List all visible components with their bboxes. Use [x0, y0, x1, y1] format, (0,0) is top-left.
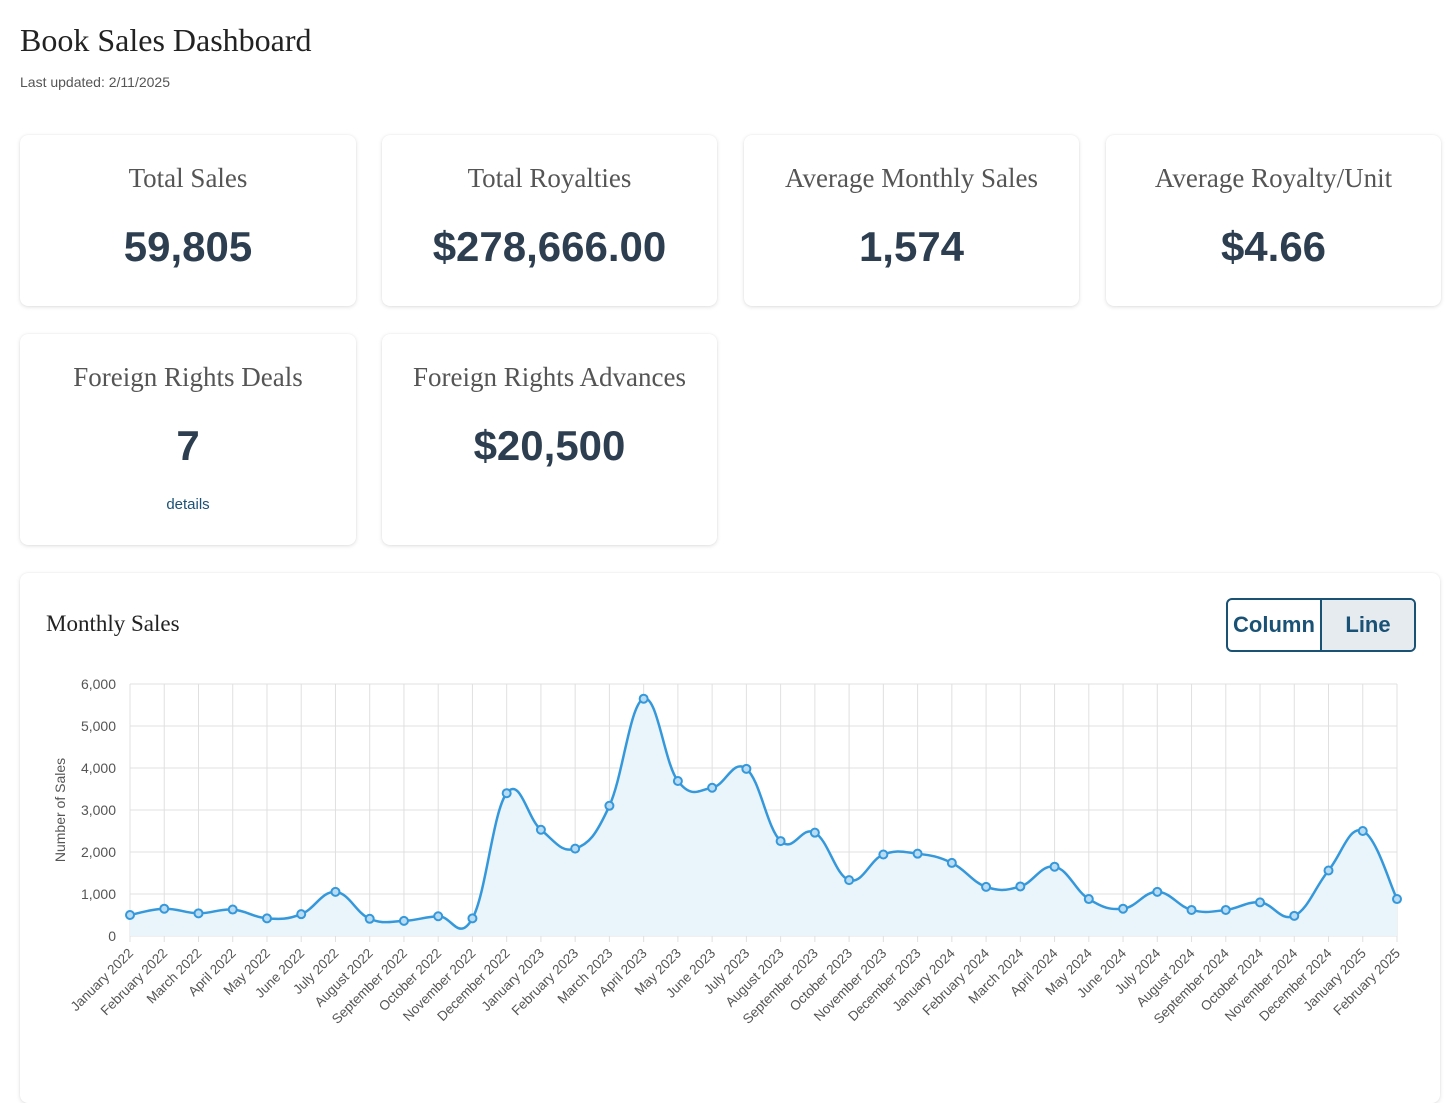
- line-button[interactable]: Line: [1322, 600, 1414, 650]
- y-tick-label: 4,000: [81, 760, 116, 776]
- card-foreign-rights-advances: Foreign Rights Advances $20,500: [382, 334, 717, 545]
- data-point: [1118, 903, 1129, 914]
- data-point: [672, 776, 683, 787]
- y-tick-label: 1,000: [81, 886, 116, 902]
- card-value: 7: [176, 422, 200, 469]
- card-total-royalties: Total Royalties $278,666.00: [382, 135, 717, 306]
- data-point: [946, 857, 957, 868]
- data-point: [878, 849, 889, 860]
- data-point: [296, 909, 307, 920]
- data-point: [193, 908, 204, 919]
- card-label: Total Sales: [128, 163, 248, 193]
- data-point: [501, 788, 512, 799]
- data-point: [707, 782, 718, 793]
- y-tick-label: 5,000: [81, 718, 116, 734]
- card-value: $4.66: [1220, 223, 1327, 270]
- data-point: [227, 904, 238, 915]
- data-point: [741, 763, 752, 774]
- card-value: $20,500: [473, 422, 626, 469]
- card-value: 1,574: [858, 223, 965, 270]
- y-tick-label: 6,000: [81, 676, 116, 692]
- card-value: 59,805: [123, 223, 253, 270]
- column-button[interactable]: Column: [1228, 600, 1322, 650]
- data-point: [1049, 861, 1060, 872]
- y-tick-label: 3,000: [81, 802, 116, 818]
- card-label: Foreign Rights Deals: [73, 362, 303, 392]
- data-point: [467, 913, 478, 924]
- page-title: Book Sales Dashboard: [20, 22, 312, 58]
- card-average-monthly-sales: Average Monthly Sales 1,574: [744, 135, 1079, 306]
- data-point: [1357, 826, 1368, 836]
- data-point: [604, 800, 615, 811]
- card-label: Total Royalties: [467, 163, 632, 193]
- card-label: Foreign Rights Advances: [413, 362, 686, 392]
- data-point: [159, 903, 170, 914]
- card-label: Average Monthly Sales: [785, 163, 1038, 193]
- chart-type-toggle: Column Line: [1226, 598, 1416, 652]
- data-point: [1255, 897, 1266, 908]
- data-point: [570, 843, 581, 854]
- data-point: [1083, 894, 1094, 905]
- data-point: [125, 910, 135, 920]
- data-point: [398, 915, 409, 926]
- data-point: [1186, 904, 1197, 915]
- y-axis-label: Number of Sales: [52, 758, 68, 862]
- monthly-sales-panel: Monthly Sales Column Line 0 1,000 2,000 3,0…: [20, 573, 1440, 1103]
- data-point: [433, 911, 444, 922]
- data-point: [1323, 865, 1334, 876]
- data-point: [1152, 886, 1163, 897]
- data-point: [809, 827, 820, 838]
- y-tick-label: 2,000: [81, 844, 116, 860]
- details-link[interactable]: details: [166, 496, 210, 513]
- card-foreign-rights-deals: Foreign Rights Deals 7 details: [20, 334, 356, 545]
- chart-title: Monthly Sales: [46, 611, 180, 636]
- data-point: [844, 875, 855, 886]
- data-point: [638, 693, 649, 704]
- data-point: [775, 836, 786, 847]
- last-updated: Last updated: 2/11/2025: [20, 74, 170, 90]
- data-point: [912, 848, 923, 859]
- card-value: $278,666.00: [432, 223, 667, 270]
- card-total-sales: Total Sales 59,805: [20, 135, 356, 306]
- data-point: [330, 886, 341, 897]
- y-tick-label: 0: [108, 928, 116, 944]
- data-point: [261, 913, 272, 924]
- data-point: [1392, 894, 1402, 905]
- data-point: [535, 824, 546, 835]
- data-point: [1015, 881, 1026, 892]
- data-point: [981, 881, 992, 892]
- card-label: Average Royalty/Unit: [1154, 163, 1393, 193]
- series-area: [130, 698, 1397, 936]
- data-point: [1289, 910, 1300, 921]
- data-point: [1220, 904, 1231, 915]
- data-point: [364, 913, 375, 924]
- card-average-royalty-unit: Average Royalty/Unit $4.66: [1106, 135, 1441, 306]
